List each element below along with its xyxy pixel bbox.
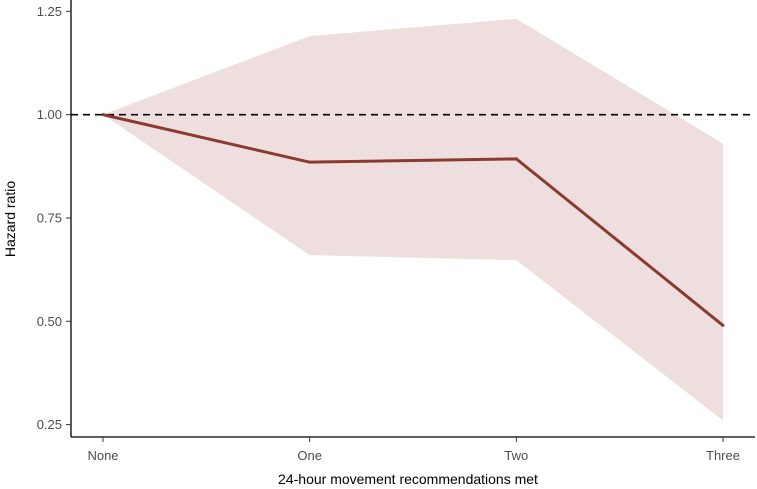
x-tick-label-two: Two [504,448,528,463]
y-axis-label: Hazard ratio [2,181,18,257]
x-axis-label: 24-hour movement recommendations met [278,471,538,487]
x-axis-ticks: None One Two Three [87,437,740,463]
data-point-one [308,160,312,164]
y-tick-label: 0.25 [37,417,62,432]
data-points [101,113,725,327]
series-line [102,113,724,327]
x-tick-label-none: None [87,448,118,463]
y-axis-ticks: 0.25 0.50 0.75 1.00 1.25 [37,4,71,432]
data-point-three [721,323,725,327]
y-tick-label: 1.25 [37,4,62,19]
confidence-band [103,18,723,421]
x-tick-label-three: Three [706,448,740,463]
y-tick-label: 0.75 [37,210,62,225]
y-tick-label: 0.50 [37,314,62,329]
y-tick-label: 1.00 [37,107,62,122]
data-point-two [514,157,518,161]
data-point-none [101,113,105,117]
x-tick-label-one: One [297,448,322,463]
